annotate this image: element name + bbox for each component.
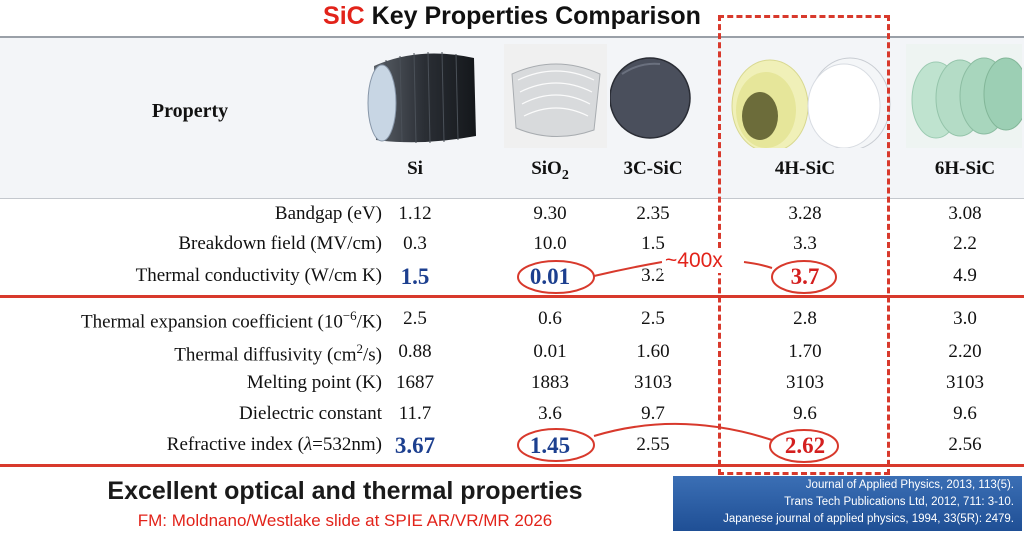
cell-thermal-conductivity-6h-sic: 4.9 — [953, 265, 977, 286]
slide-title: SiC Key Properties Comparison — [0, 2, 1024, 31]
reference-line: Journal of Applied Physics, 2013, 113(5)… — [805, 479, 1014, 491]
cell-melting-point-sio2: 1883 — [531, 372, 569, 393]
row-label-bandgap: Bandgap (eV) — [274, 203, 382, 224]
cell-breakdown-si: 0.3 — [403, 233, 427, 254]
cell-refractive-index-6h-sic: 2.56 — [948, 434, 982, 455]
cell-dielectric-4h-sic: 9.6 — [793, 403, 817, 424]
cell-bandgap-3c-sic: 2.35 — [636, 203, 670, 224]
property-column-header: Property — [151, 100, 229, 122]
column-header-sio2-name: SiO — [531, 158, 562, 179]
column-header-3c-sic: 3C-SiC — [623, 158, 683, 179]
ratio-annotation: ~400x — [662, 249, 726, 273]
cell-bandgap-4h-sic: 3.28 — [788, 203, 822, 224]
label-text: Thermal expansion coefficient (10 — [80, 311, 343, 333]
refractive-connector — [593, 422, 773, 441]
cell-dielectric-6h-sic: 9.6 — [953, 403, 977, 424]
cell-melting-point-si: 1687 — [396, 372, 434, 393]
sio2-refractive-ellipse — [517, 428, 595, 462]
cell-refractive-index-si: 3.67 — [394, 433, 436, 458]
column-header-4h-sic: 4H-SiC — [774, 158, 836, 179]
cell-thermal-expansion-si: 2.5 — [403, 308, 427, 329]
cell-thermal-diffusivity-sio2: 0.01 — [533, 341, 567, 362]
cell-bandgap-si: 1.12 — [398, 203, 432, 224]
cell-thermal-diffusivity-si: 0.88 — [398, 341, 432, 362]
title-rest: Key Properties Comparison — [364, 2, 701, 30]
cell-melting-point-4h-sic: 3103 — [786, 372, 824, 393]
sio2-wafer-image — [504, 44, 607, 148]
row-label-breakdown-field: Breakdown field (MV/cm) — [178, 233, 382, 254]
label-italic: λ — [303, 434, 313, 455]
cell-melting-point-3c-sic: 3103 — [634, 372, 672, 393]
3c-sic-wafer-image — [610, 44, 695, 148]
si-wafer-image — [356, 44, 482, 148]
cell-bandgap-6h-sic: 3.08 — [948, 203, 982, 224]
conductivity-connector — [743, 261, 773, 269]
section-divider — [0, 295, 1024, 298]
row-label-melting-point: Melting point (K) — [246, 372, 382, 393]
cell-breakdown-sio2: 10.0 — [533, 233, 567, 254]
cell-dielectric-sio2: 3.6 — [538, 403, 562, 424]
table-bottom-divider — [0, 464, 1024, 467]
label-text: /K) — [356, 311, 382, 333]
4h-conductivity-ellipse — [771, 260, 837, 294]
footer-heading: Excellent optical and thermal properties — [107, 477, 583, 505]
references-box: Journal of Applied Physics, 2013, 113(5)… — [673, 476, 1022, 531]
cell-thermal-expansion-4h-sic: 2.8 — [793, 308, 817, 329]
cell-thermal-diffusivity-6h-sic: 2.20 — [948, 341, 982, 362]
4h-refractive-ellipse — [769, 429, 839, 463]
cell-thermal-diffusivity-4h-sic: 1.70 — [788, 341, 822, 362]
cell-refractive-index-4h-sic: 2.62 — [784, 433, 826, 458]
cell-bandgap-sio2: 9.30 — [533, 203, 567, 224]
row-label-thermal-diffusivity: Thermal diffusivity (cm2/s) — [0, 341, 382, 366]
reference-line: Trans Tech Publications Ltd, 2012, 711: … — [784, 496, 1014, 508]
cell-breakdown-6h-sic: 2.2 — [953, 233, 977, 254]
cell-thermal-diffusivity-3c-sic: 1.60 — [636, 341, 670, 362]
4h-sic-wafer-image — [722, 44, 892, 148]
cell-melting-point-6h-sic: 3103 — [946, 372, 984, 393]
cell-thermal-expansion-sio2: 0.6 — [538, 308, 562, 329]
label-text: Refractive index ( — [166, 434, 304, 455]
cell-breakdown-4h-sic: 3.3 — [793, 233, 817, 254]
label-superscript: −6 — [342, 308, 357, 323]
row-label-thermal-conductivity: Thermal conductivity (W/cm K) — [135, 265, 382, 286]
cell-dielectric-3c-sic: 9.7 — [641, 403, 665, 424]
cell-refractive-index-3c-sic: 2.55 — [636, 434, 670, 455]
conductivity-connector — [593, 261, 663, 277]
column-header-sio2: SiO2 — [510, 158, 590, 184]
reference-line: Japanese journal of applied physics, 199… — [723, 513, 1014, 525]
row-label-refractive-index: Refractive index (λ=532nm) — [0, 434, 382, 456]
cell-dielectric-si: 11.7 — [398, 403, 432, 424]
cell-thermal-conductivity-3c-sic: 3.2 — [641, 265, 665, 286]
cell-thermal-conductivity-4h-sic: 3.7 — [790, 264, 820, 289]
row-label-dielectric-constant: Dielectric constant — [239, 403, 382, 424]
label-text: =532nm) — [312, 434, 382, 455]
label-superscript: 2 — [356, 341, 364, 356]
row-label-thermal-expansion: Thermal expansion coefficient (10−6/K) — [0, 308, 382, 333]
cell-refractive-index-sio2: 1.45 — [529, 433, 571, 458]
cell-thermal-conductivity-si: 1.5 — [400, 264, 430, 289]
footer-credit: FM: Moldnano/Westlake slide at SPIE AR/V… — [137, 511, 553, 530]
label-text: /s) — [363, 344, 382, 366]
cell-thermal-expansion-6h-sic: 3.0 — [953, 308, 977, 329]
cell-thermal-conductivity-sio2: 0.01 — [529, 264, 571, 289]
title-accent: SiC — [323, 2, 365, 30]
6h-sic-wafer-image — [906, 44, 1022, 148]
column-header-si: Si — [407, 158, 423, 179]
cell-thermal-expansion-3c-sic: 2.5 — [641, 308, 665, 329]
label-text: Thermal diffusivity (cm — [174, 344, 357, 366]
column-header-sio2-subscript: 2 — [561, 167, 569, 183]
cell-breakdown-3c-sic: 1.5 — [641, 233, 665, 254]
4h-sic-highlight-box — [718, 15, 890, 475]
sio2-conductivity-ellipse — [517, 260, 595, 294]
column-header-6h-sic: 6H-SiC — [934, 158, 996, 179]
